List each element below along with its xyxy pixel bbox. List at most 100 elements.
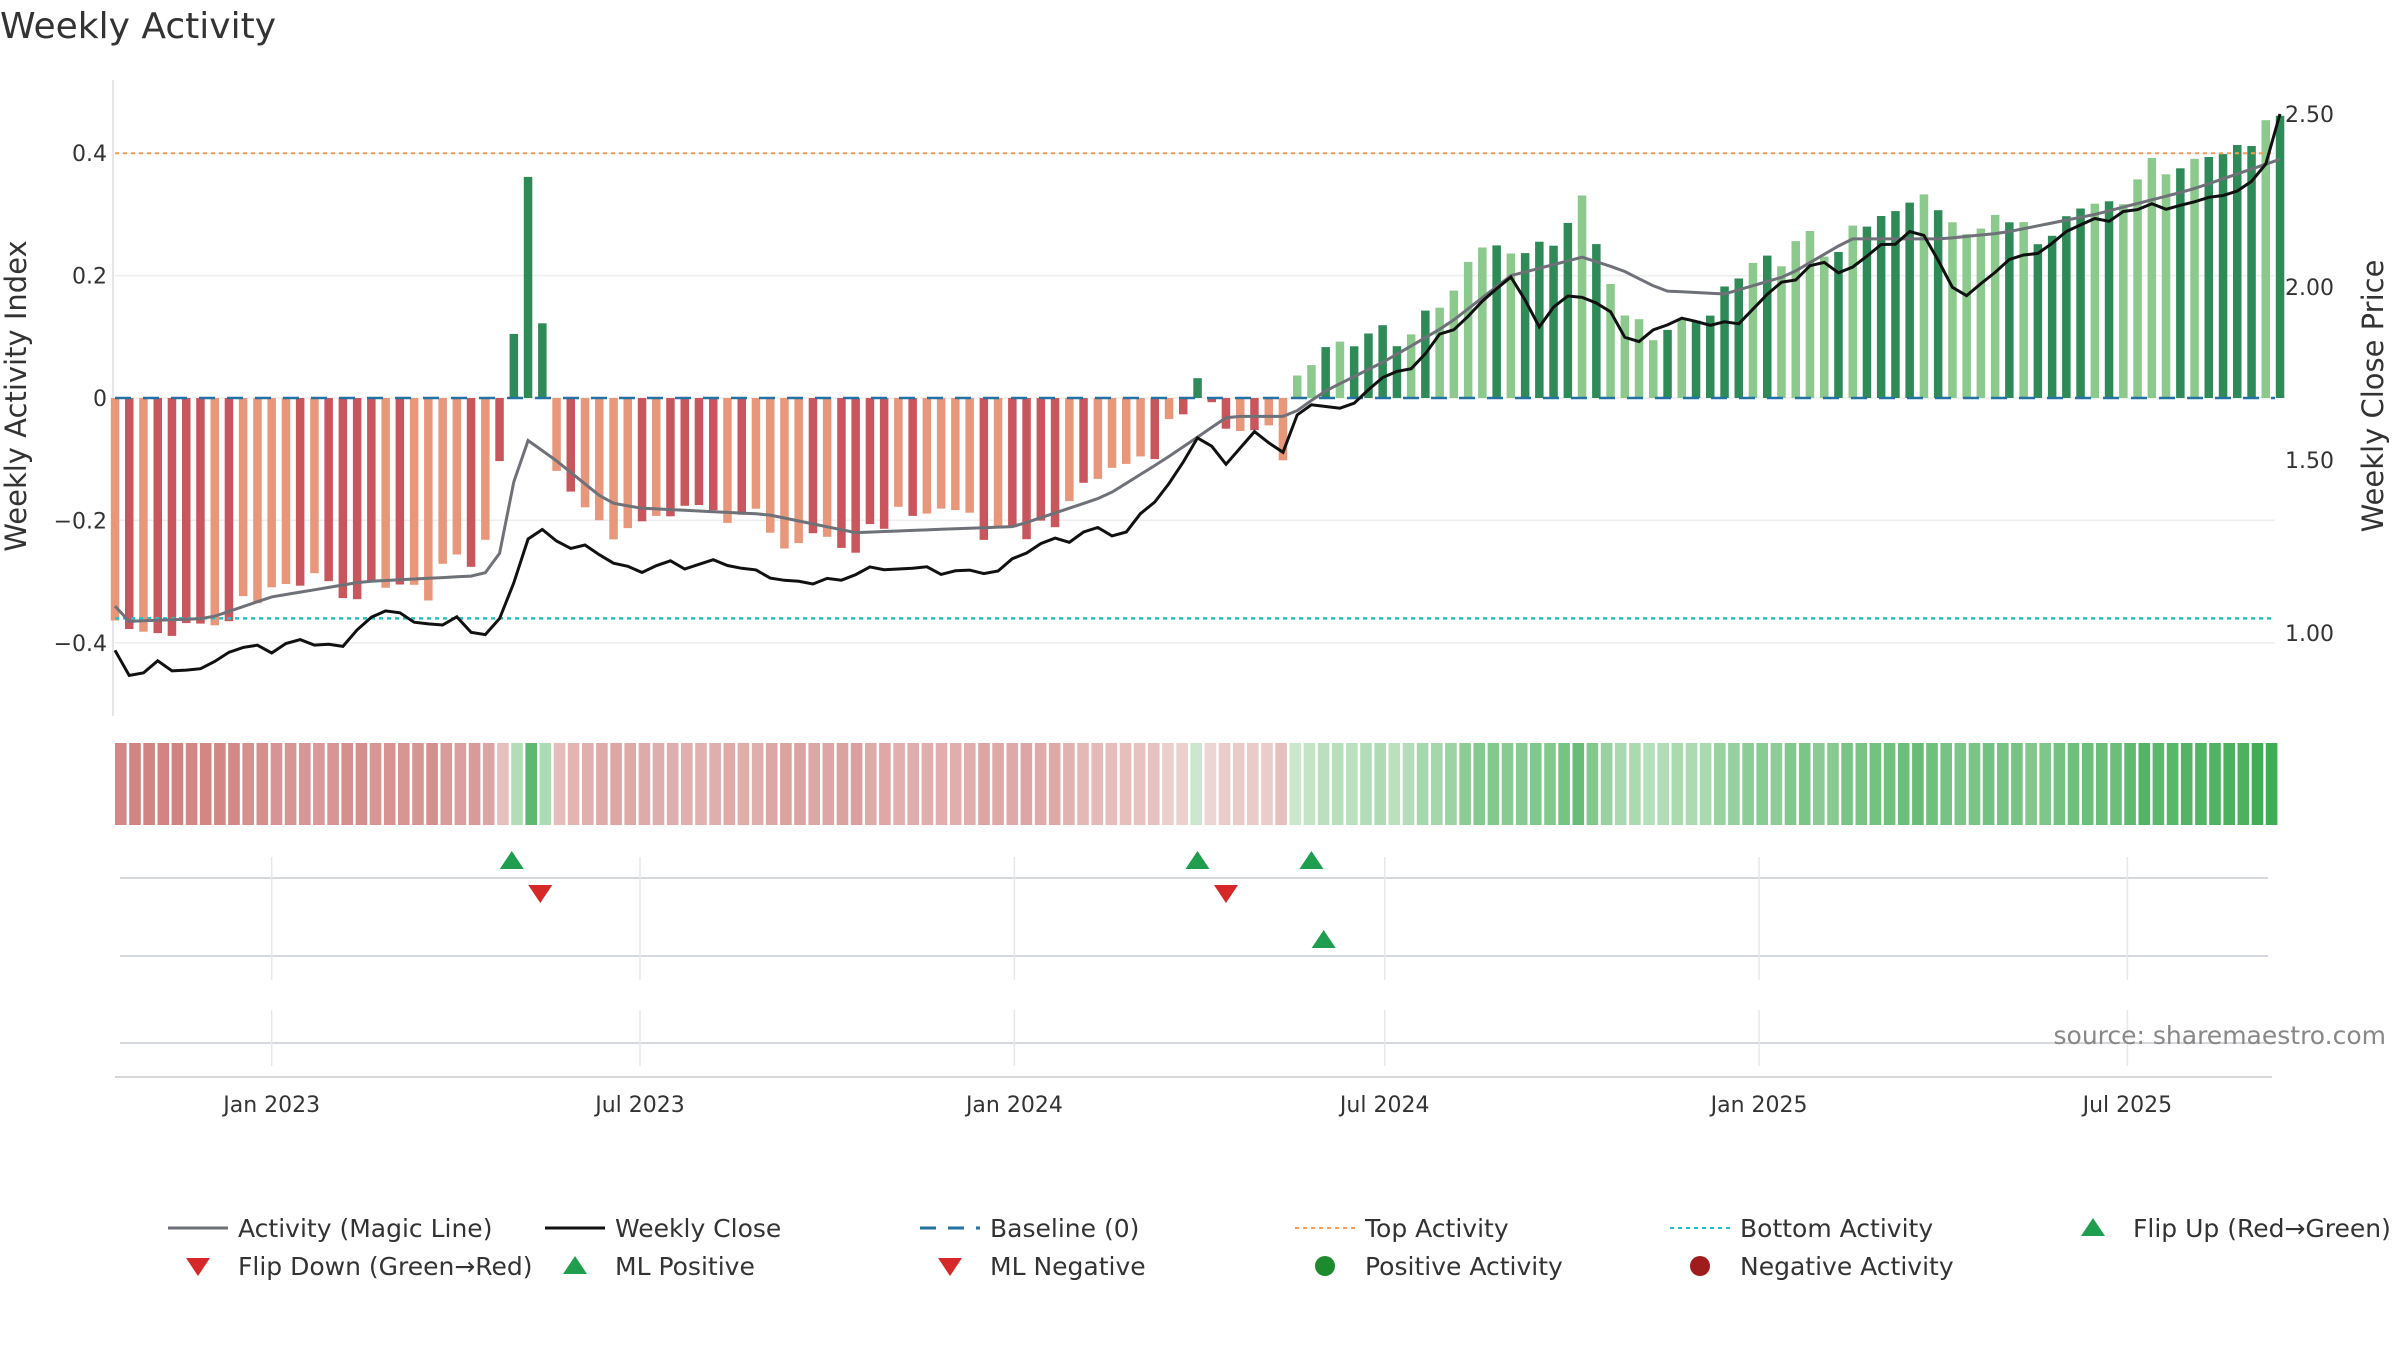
heat-cell (1742, 743, 1754, 825)
activity-bar (552, 398, 561, 471)
heat-cell (468, 743, 481, 825)
activity-bar (495, 398, 504, 462)
activity-bar (1449, 290, 1459, 398)
heat-cell (171, 743, 184, 825)
activity-bar (1193, 378, 1202, 398)
legend: Activity (Magic Line) Weekly Close Baselin… (168, 1214, 2391, 1281)
legend-item: Activity (Magic Line) (168, 1214, 492, 1243)
heat-cell (638, 743, 651, 825)
activity-bar (1122, 398, 1131, 464)
legend-label: ML Positive (615, 1252, 755, 1281)
legend-label: Weekly Close (615, 1214, 781, 1243)
activity-bar (879, 398, 889, 529)
activity-bar (694, 398, 704, 505)
activity-bar (1649, 340, 1658, 398)
heat-cell (1841, 743, 1853, 825)
activity-bar (2218, 154, 2228, 398)
heat-cell (2053, 743, 2066, 825)
activity-bar (2090, 203, 2100, 398)
activity-bar (894, 398, 903, 507)
activity-bar (2133, 179, 2142, 398)
activity-bar (2062, 216, 2071, 398)
legend-item: Baseline (0) (920, 1214, 1139, 1243)
heat-cell (1190, 743, 1202, 825)
activity-bar (1677, 318, 1686, 398)
heat-cell (1105, 743, 1118, 825)
heat-cell (525, 743, 537, 825)
heat-cell (1657, 743, 1669, 825)
heat-cell (879, 743, 891, 825)
activity-bar (680, 398, 689, 506)
activity-bar (452, 398, 462, 555)
heat-cell (1077, 743, 1089, 825)
ml-positive-marker (1311, 930, 1336, 948)
activity-bar (609, 398, 618, 540)
heat-cell (1699, 743, 1712, 825)
heat-cell (1643, 743, 1655, 825)
heat-cell (822, 743, 835, 825)
heat-cell (1063, 743, 1075, 825)
activity-bar (1207, 398, 1216, 403)
activity-bar (1150, 398, 1159, 460)
heat-cell (242, 743, 254, 825)
x-tick-label: Jan 2025 (1709, 1093, 1808, 1118)
y-right-tick-label: 2.00 (2285, 276, 2334, 301)
heat-cell (1360, 743, 1372, 825)
activity-bar (139, 398, 148, 632)
activity-bar (2119, 204, 2128, 398)
activity-bar (580, 398, 590, 508)
legend-label: Flip Up (Red→Green) (2133, 1214, 2391, 1243)
flip-up-marker (499, 851, 524, 869)
heat-cell (1997, 743, 2009, 825)
heat-cell (214, 743, 226, 825)
activity-bar (466, 398, 476, 567)
heat-cell (270, 743, 283, 825)
heat-cell (1331, 743, 1344, 825)
heat-cell (1912, 743, 1924, 825)
heat-cell (1232, 743, 1245, 825)
legend-item: Flip Up (Red→Green) (2081, 1214, 2391, 1243)
y-tick-label: 0.2 (72, 265, 107, 290)
activity-bar (979, 398, 989, 540)
heat-cell (935, 743, 948, 825)
heat-cell (695, 743, 707, 825)
activity-bar (2161, 174, 2171, 398)
y-right-tick-label: 1.50 (2285, 449, 2334, 474)
activity-bar (1876, 216, 1886, 398)
legend-label: Baseline (0) (990, 1214, 1139, 1243)
legend-item: Weekly Close (545, 1214, 781, 1243)
heat-cell (1714, 743, 1726, 825)
heat-cell (1317, 743, 1330, 825)
activity-bar (1905, 202, 1914, 398)
activity-bar (381, 398, 390, 588)
heat-cell (1954, 743, 1967, 825)
heat-cell (964, 743, 976, 825)
activity-bar (837, 398, 846, 548)
heat-cell (426, 743, 438, 825)
x-tick-label: Jul 2025 (2081, 1093, 2173, 1118)
activity-bar (153, 398, 162, 634)
activity-bar (409, 398, 419, 585)
activity-bar (808, 398, 818, 534)
x-tick-label: Jul 2023 (593, 1093, 685, 1118)
heat-cell (2195, 743, 2207, 825)
activity-bar (1848, 225, 1857, 398)
y-axis-label-right: Weekly Close Price (2356, 260, 2390, 533)
heat-cell (1813, 743, 1825, 825)
heat-cell (1728, 743, 1740, 825)
heat-cell (2096, 743, 2108, 825)
activity-bar (182, 398, 191, 624)
activity-bar (1990, 214, 2000, 398)
heat-cell (2138, 743, 2151, 825)
activity-bar (1278, 398, 1288, 461)
heat-cell (1006, 743, 1019, 825)
heat-cell (1402, 743, 1415, 825)
activity-bar (951, 398, 960, 510)
heat-cell (2251, 743, 2264, 825)
heat-cell (765, 743, 778, 825)
heat-cell (1133, 743, 1146, 825)
heat-cell (1530, 743, 1542, 825)
heat-cell (2039, 743, 2051, 825)
heat-cell (1261, 743, 1273, 825)
heat-cell (1445, 743, 1457, 825)
